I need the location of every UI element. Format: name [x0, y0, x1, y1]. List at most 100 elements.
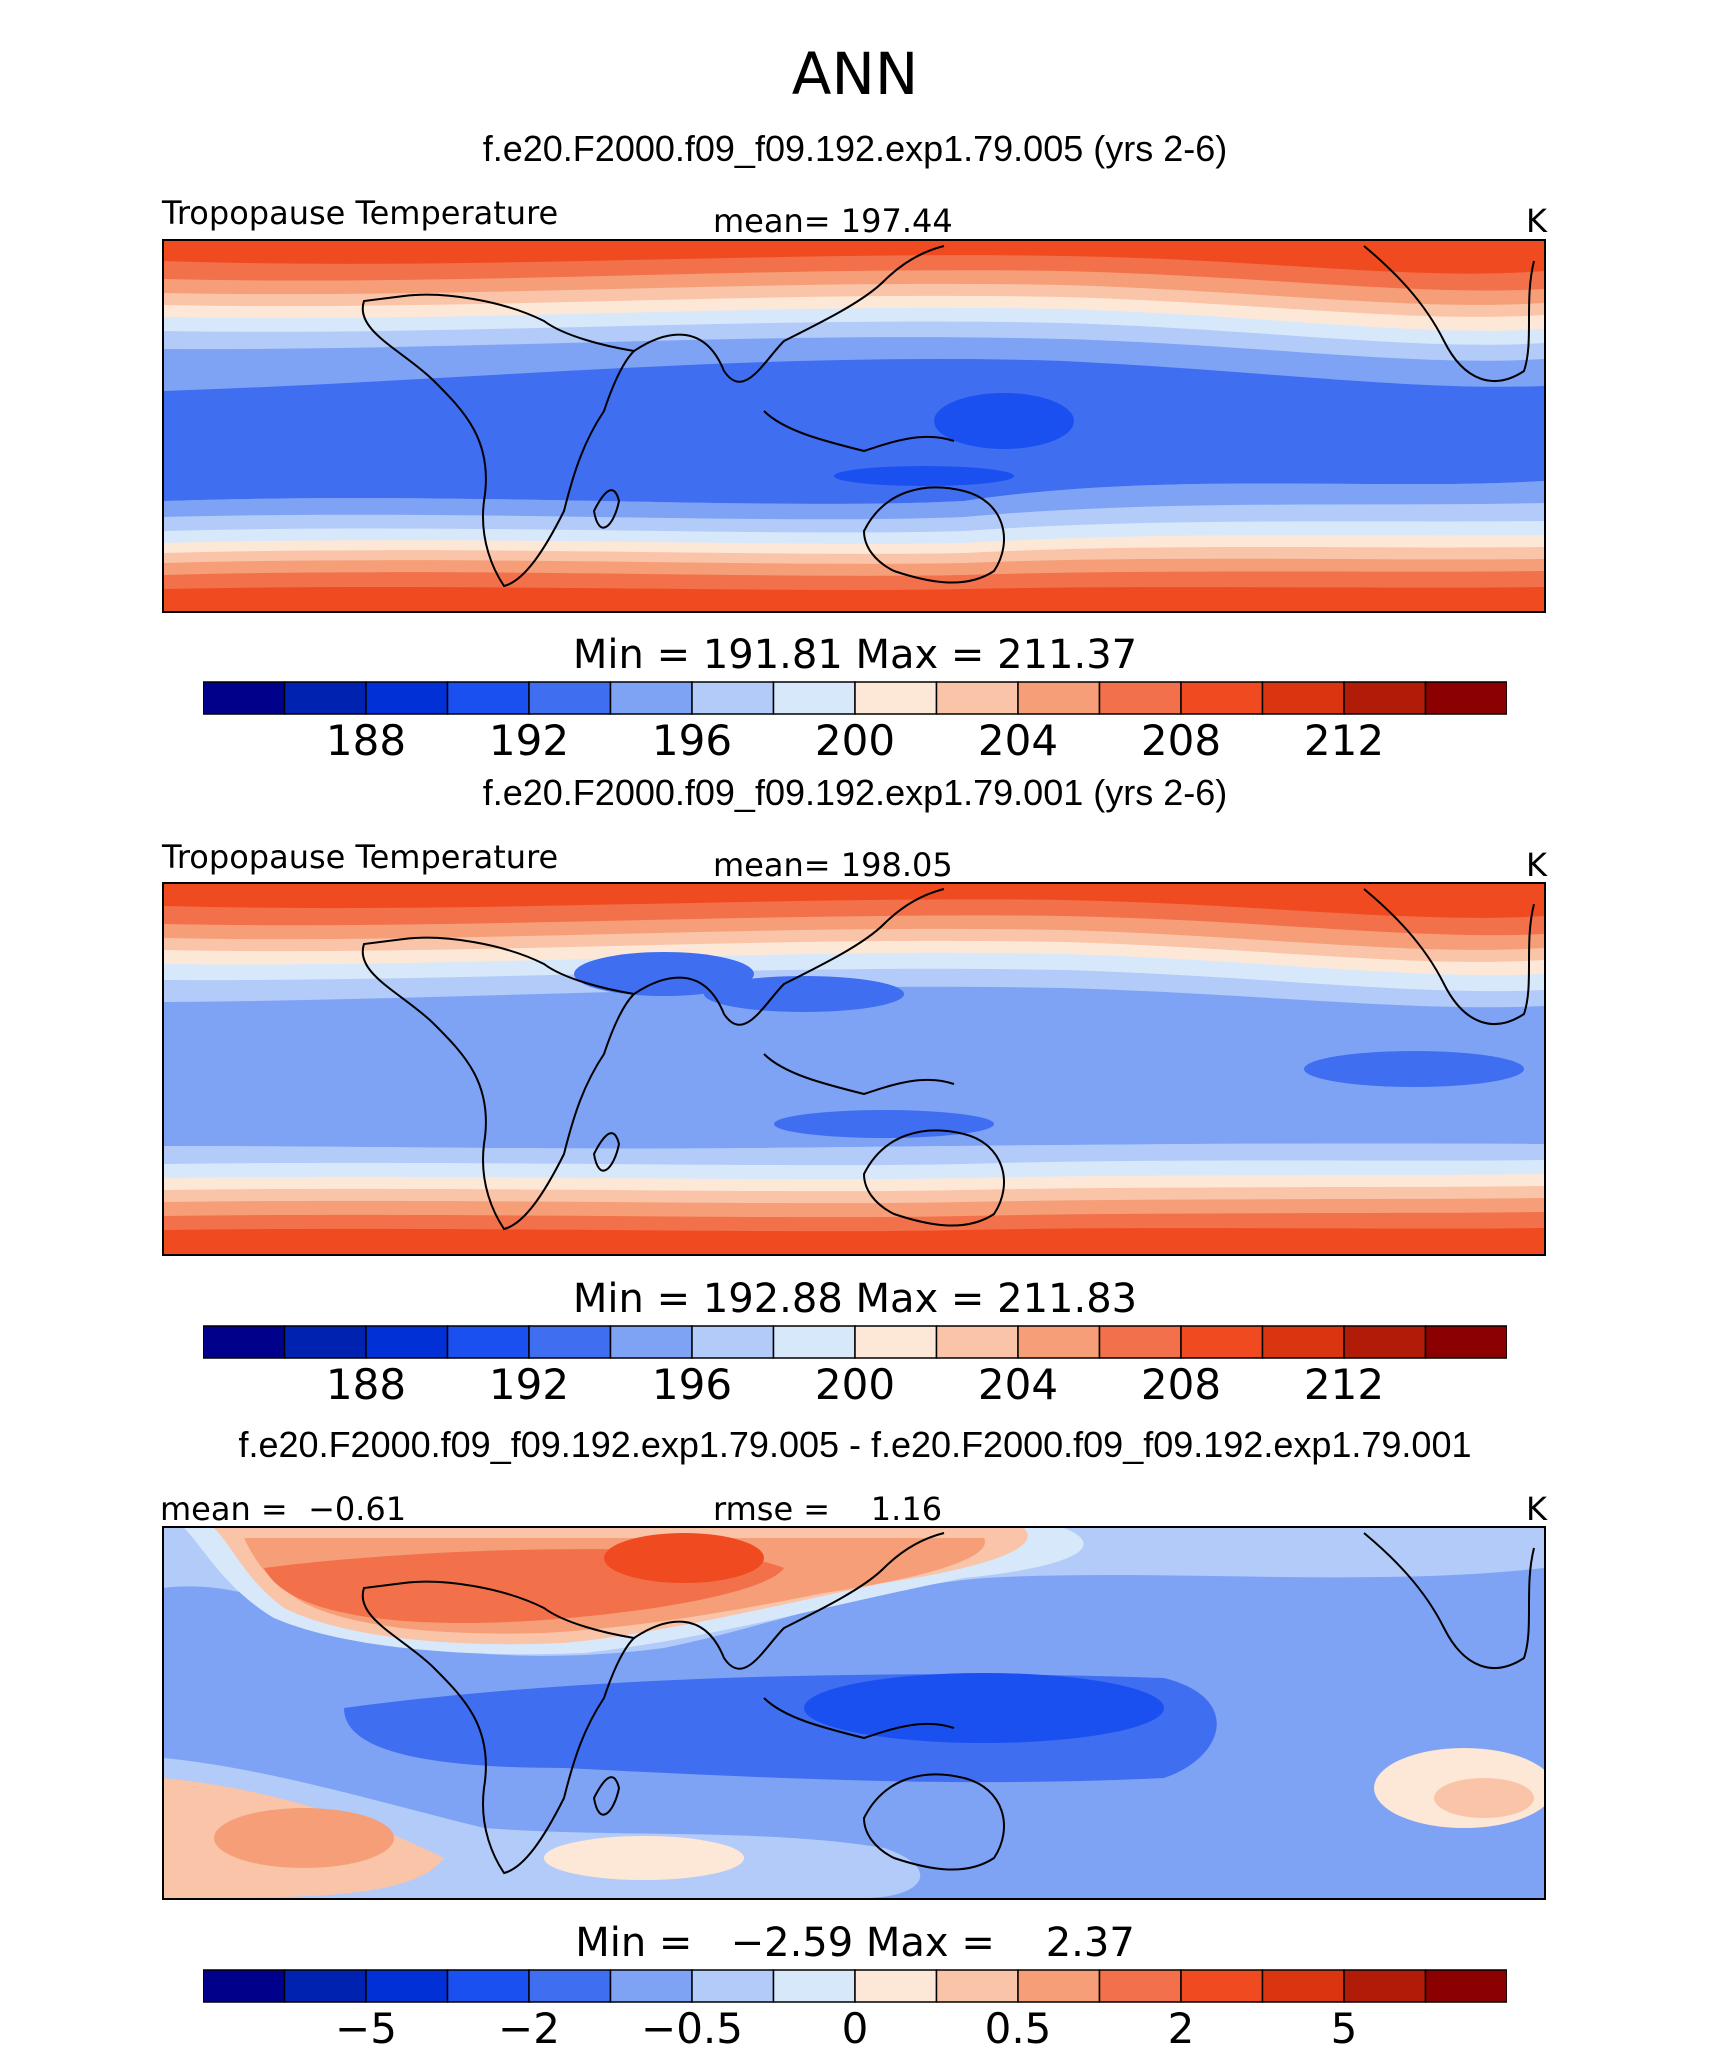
- colorbar-tick-label: 212: [1303, 1360, 1385, 1409]
- colorbar-cell: [283, 681, 367, 715]
- colorbar-cell: [935, 1325, 1019, 1359]
- p3-coastlines: [361, 1532, 1535, 1875]
- panel1-min-label: Min =: [572, 632, 691, 678]
- panel2-min-label: Min =: [572, 1276, 691, 1322]
- p3-indonesia: [763, 1697, 955, 1740]
- panel3-colorbar: [202, 1969, 1508, 2003]
- p3-asia: [633, 1532, 945, 1670]
- colorbar-svg: [202, 1325, 1508, 1359]
- colorbar-cell: [772, 1969, 856, 2003]
- p1-indonesia: [763, 410, 955, 453]
- panel2-map-svg: [164, 884, 1544, 1254]
- p2-africa: [361, 936, 637, 1231]
- colorbar-cell: [1343, 681, 1427, 715]
- p1-low-region: [934, 393, 1074, 449]
- panel2-min-value: 192.88: [702, 1276, 843, 1322]
- colorbar-tick-label: 208: [1140, 716, 1222, 765]
- colorbar-cell: [1098, 1325, 1182, 1359]
- colorbar-cell: [202, 1325, 286, 1359]
- colorbar-cell: [1424, 1969, 1508, 2003]
- colorbar-cell: [854, 681, 938, 715]
- colorbar-cell: [528, 1325, 612, 1359]
- panel1-mean: mean= 197.44: [713, 202, 953, 240]
- colorbar-tick-label: 212: [1303, 716, 1385, 765]
- p2-band: [164, 1228, 1544, 1254]
- panel1-max-value: 211.37: [997, 632, 1138, 678]
- p2-asia: [633, 888, 945, 1026]
- colorbar-cell: [1017, 1969, 1101, 2003]
- colorbar-tick-label: −0.5: [641, 2004, 743, 2053]
- panel3-max-value: 2.37: [1045, 1920, 1135, 1966]
- p3-africa: [361, 1580, 637, 1875]
- colorbar-tick-label: 188: [325, 716, 407, 765]
- panel3-mean-value: −0.61: [308, 1490, 407, 1528]
- p2-madagascar: [592, 1132, 621, 1172]
- p2-low-region: [704, 976, 904, 1012]
- colorbar-cell: [609, 1969, 693, 2003]
- panel1-min-value: 191.81: [702, 632, 843, 678]
- colorbar-tick-label: 5: [1330, 2004, 1358, 2053]
- colorbar-tick-label: 188: [325, 1360, 407, 1409]
- colorbar-cell: [1098, 681, 1182, 715]
- colorbar-cell: [283, 1969, 367, 2003]
- colorbar-cell: [202, 1969, 286, 2003]
- colorbar-cell: [609, 681, 693, 715]
- p1-americas: [1363, 245, 1535, 382]
- p2-americas: [1363, 888, 1535, 1025]
- panel2-map: [162, 882, 1546, 1256]
- colorbar-cell: [854, 1969, 938, 2003]
- colorbar-tick-label: 196: [651, 716, 733, 765]
- p2-low-region: [1304, 1051, 1524, 1087]
- colorbar-cell: [1343, 1325, 1427, 1359]
- colorbar-cell: [1180, 1325, 1264, 1359]
- panel1-colorbar-ticks: 188 192 196 200 204 208 212: [203, 716, 1507, 766]
- colorbar-svg: [202, 681, 1508, 715]
- colorbar-cell: [1098, 1969, 1182, 2003]
- colorbar-cell: [1424, 1325, 1508, 1359]
- panel2-units: K: [1526, 846, 1547, 884]
- colorbar-cell: [528, 1969, 612, 2003]
- p3-region: [1434, 1778, 1534, 1818]
- p3-region: [804, 1673, 1164, 1743]
- colorbar-cell: [1180, 681, 1264, 715]
- colorbar-cell: [528, 681, 612, 715]
- panel3-rmse: rmse = 1.16: [713, 1490, 942, 1528]
- panel2-max-value: 211.83: [997, 1276, 1138, 1322]
- panel3-min-label: Min =: [575, 1920, 693, 1966]
- panel1-variable-label: Tropopause Temperature: [162, 194, 559, 232]
- colorbar-tick-label: 200: [814, 1360, 896, 1409]
- p3-region: [604, 1533, 764, 1583]
- colorbar-cell: [283, 1325, 367, 1359]
- colorbar-cell: [446, 1969, 530, 2003]
- panel2-max-label: Max =: [855, 1276, 985, 1322]
- panel1-minmax: Min = 191.81 Max = 211.37: [0, 632, 1710, 678]
- panel1-map-svg: [164, 241, 1544, 611]
- panel1-run-title: f.e20.F2000.f09_f09.192.exp1.79.005 (yrs…: [482, 128, 1228, 169]
- panel2-colorbar-ticks: 188 192 196 200 204 208 212: [203, 1360, 1507, 1410]
- p1-africa: [361, 293, 637, 588]
- colorbar-cell: [365, 1969, 449, 2003]
- colorbar-cell: [365, 1325, 449, 1359]
- panel3-map: [162, 1526, 1546, 1900]
- panel3-mean-label: mean =: [160, 1490, 288, 1528]
- colorbar-cell: [1180, 1969, 1264, 2003]
- panel2-mean: mean= 198.05: [713, 846, 953, 884]
- colorbar-svg: [202, 1969, 1508, 2003]
- panel3-max-label: Max =: [865, 1920, 995, 1966]
- colorbar-cell: [691, 681, 775, 715]
- colorbar-cell: [1261, 681, 1345, 715]
- p1-australia: [862, 486, 1005, 584]
- panel3-rmse-value: 1.16: [870, 1490, 943, 1528]
- panel3-units: K: [1526, 1490, 1547, 1528]
- colorbar-tick-label: −5: [335, 2004, 397, 2053]
- p1-band: [164, 587, 1544, 611]
- colorbar-tick-label: 0.5: [984, 2004, 1052, 2053]
- panel2-mean-label: mean=: [713, 846, 831, 884]
- panel3-map-svg: [164, 1528, 1544, 1898]
- colorbar-cell: [1343, 1969, 1427, 2003]
- panel3-run-title: f.e20.F2000.f09_f09.192.exp1.79.005 - f.…: [238, 1424, 1472, 1465]
- panel2-minmax: Min = 192.88 Max = 211.83: [0, 1276, 1710, 1322]
- colorbar-tick-label: 204: [977, 716, 1059, 765]
- colorbar-tick-label: −2: [498, 2004, 560, 2053]
- panel2-run-title: f.e20.F2000.f09_f09.192.exp1.79.001 (yrs…: [482, 772, 1228, 813]
